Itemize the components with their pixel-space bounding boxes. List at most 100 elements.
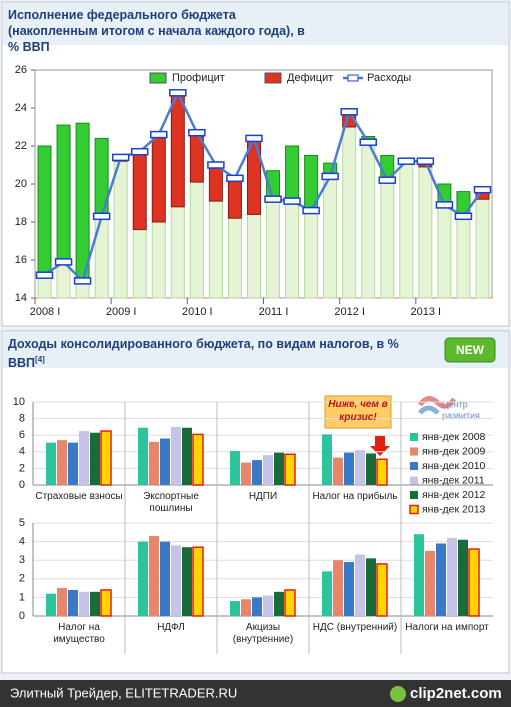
base-bar	[227, 217, 242, 299]
bar	[182, 427, 192, 485]
header-band	[3, 3, 508, 45]
bar	[171, 426, 181, 485]
expense-marker	[264, 195, 282, 203]
bar	[376, 563, 388, 617]
legend-label: янв-дек 2013	[422, 503, 486, 515]
bar	[57, 440, 67, 485]
bar	[138, 541, 148, 616]
y-tick-label: 24	[15, 102, 27, 114]
expense-marker	[188, 128, 206, 137]
expense-marker	[378, 176, 397, 184]
bar	[160, 438, 170, 485]
y-tick-label: 20	[15, 178, 27, 190]
y-tick-label: 2	[19, 462, 25, 474]
title-note: [4]	[35, 355, 45, 364]
bar	[274, 452, 284, 485]
x-tick-label: 2008 I	[30, 306, 61, 318]
bar	[436, 543, 446, 616]
bar	[322, 434, 332, 485]
bar	[182, 547, 192, 616]
bar	[425, 550, 435, 616]
bar	[230, 601, 240, 616]
expense-marker	[111, 153, 130, 162]
deficit-bar	[132, 151, 147, 231]
expense-marker	[54, 258, 73, 266]
base-bar	[342, 126, 357, 299]
y-tick-label: 3	[19, 554, 25, 566]
legend-label: Расходы	[367, 72, 411, 84]
x-tick-label: 2011 I	[259, 306, 289, 318]
expense-marker	[321, 172, 339, 181]
y-tick-label: 10	[13, 396, 25, 408]
bar	[100, 430, 112, 486]
bar	[192, 433, 204, 486]
y-tick-label: 4	[19, 446, 25, 458]
x-tick-label: Налог на имущество	[53, 622, 105, 645]
legend-swatch	[264, 72, 282, 84]
bar	[100, 589, 112, 617]
legend-label: янв-дек 2011	[422, 474, 485, 486]
x-tick-label: Акцизы (внутренние)	[232, 622, 294, 645]
expense-marker	[473, 185, 492, 194]
title-text: Доходы консолидированного бюджета, по ви…	[8, 337, 399, 371]
footer-text: Элитный Трейдер, ELITETRADER.RU	[10, 685, 237, 700]
base-bar	[304, 210, 319, 299]
legend-label: Дефицит	[287, 72, 333, 84]
expense-marker	[397, 157, 416, 165]
bar	[46, 442, 56, 485]
bar	[344, 562, 354, 616]
bar	[344, 452, 354, 485]
base-bar	[266, 198, 281, 299]
bar	[376, 458, 388, 486]
bar	[241, 599, 251, 616]
legend-label: янв-дек 2012	[422, 489, 486, 501]
header-band	[3, 332, 508, 368]
base-bar	[246, 213, 261, 299]
legend-label: Профицит	[172, 72, 225, 84]
base-bar	[189, 181, 204, 299]
bar	[149, 441, 159, 485]
base-bar	[418, 166, 433, 299]
badge-text: NEW	[456, 343, 485, 357]
bar	[68, 442, 78, 485]
bar	[274, 591, 284, 616]
bar	[366, 453, 376, 485]
expense-marker	[416, 157, 435, 165]
x-tick-label: Налоги на импорт	[405, 622, 489, 633]
x-tick-label: НДФЛ	[157, 622, 185, 633]
base-bar	[285, 200, 300, 299]
expense-marker	[73, 277, 92, 285]
bar	[355, 554, 365, 616]
callout-arrow	[370, 436, 390, 456]
expense-marker	[35, 271, 54, 279]
y-tick-label: 5	[19, 517, 25, 529]
logo-text: Центр	[442, 399, 468, 409]
legend-swatch	[149, 72, 167, 84]
bar	[252, 460, 262, 485]
base-bar	[399, 160, 414, 299]
x-tick-label: 2013 I	[411, 306, 442, 318]
base-bar	[113, 160, 128, 299]
bar	[230, 450, 240, 485]
annotation: Ниже, чем в кризис!	[328, 399, 388, 423]
bar	[333, 457, 343, 485]
bar	[333, 560, 343, 616]
surplus-bar	[285, 145, 300, 202]
logo: Центр развития	[417, 396, 480, 420]
y-tick-label: 8	[19, 413, 25, 425]
legend-swatch	[410, 491, 418, 499]
legend-swatch	[410, 462, 418, 470]
surplus-bar	[37, 145, 52, 276]
legend-swatch	[409, 504, 419, 515]
bar	[284, 453, 296, 486]
bar	[79, 591, 89, 616]
bar	[284, 589, 296, 617]
y-tick-label: 1	[19, 591, 25, 603]
legend-swatch	[410, 476, 418, 485]
expense-marker	[169, 89, 187, 97]
bar	[322, 571, 332, 616]
y-tick-label: 16	[15, 254, 27, 266]
y-tick-label: 6	[19, 429, 25, 441]
expense-marker	[435, 201, 454, 209]
